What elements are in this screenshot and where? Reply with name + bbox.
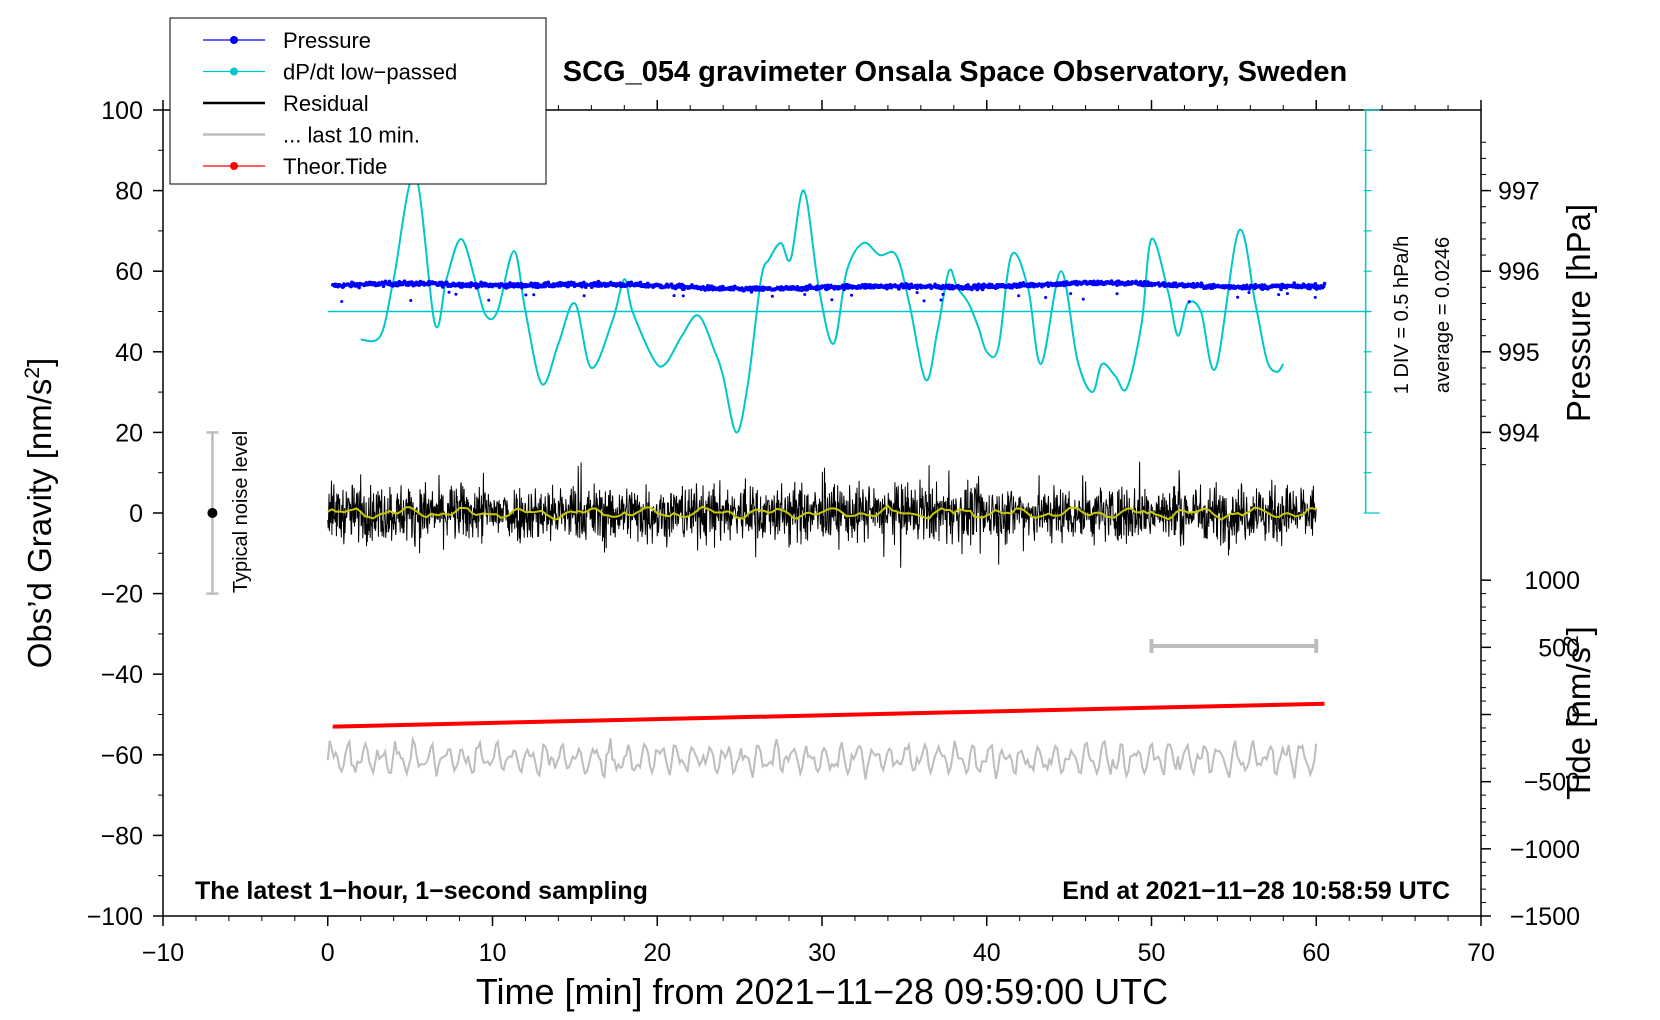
- y-tick-label: 80: [115, 178, 143, 206]
- legend: Pressure dP/dt low−passed Residual ... last…: [169, 17, 547, 185]
- dpdt-line: [360, 173, 1285, 434]
- y-axis-label-sup: 2: [21, 367, 44, 379]
- y-axis-label-pressure: Pressure [hPa]: [1560, 204, 1597, 422]
- y-tick-label: 20: [115, 419, 143, 447]
- pressure-tick-label: 996: [1498, 258, 1540, 286]
- chart-title: SCG_054 gravimeter Onsala Space Observat…: [563, 56, 1347, 88]
- x-tick-label: 60: [1302, 939, 1330, 967]
- tide-series: [332, 701, 1325, 729]
- pressure-tick-label: 995: [1498, 339, 1540, 367]
- dpdt-scale-label: 1 DIV = 0.5 hPa/h: [1391, 236, 1413, 394]
- y-tick-label: 40: [115, 339, 143, 367]
- legend-label: ... last 10 min.: [283, 123, 420, 148]
- x-tick-label: 30: [808, 939, 836, 967]
- pressure-tick-label: 994: [1498, 419, 1540, 447]
- x-tick-label: 0: [321, 939, 335, 967]
- y-tick-label: −20: [101, 581, 143, 609]
- legend-label: Pressure: [283, 28, 371, 53]
- tide-tick-label: −500: [1524, 769, 1580, 797]
- x-tick-label: 50: [1138, 939, 1166, 967]
- x-tick-label: −10: [142, 939, 184, 967]
- x-tick-label: 40: [973, 939, 1001, 967]
- chart-annotations: Typical noise level: [206, 431, 252, 595]
- pressure-tick-label: 997: [1498, 178, 1540, 206]
- y-tick-label: −40: [101, 661, 143, 689]
- tide-tick-label: 1000: [1524, 567, 1580, 595]
- annotation-end-time: End at 2021−11−28 10:58:59 UTC: [1062, 877, 1450, 905]
- tide-line: [332, 701, 1325, 729]
- residual-line: [327, 461, 1317, 568]
- annotation-sampling: The latest 1−hour, 1−second sampling: [195, 877, 648, 905]
- x-axis-label: Time [min] from 2021−11−28 09:59:00 UTC: [476, 971, 1168, 1012]
- y-tick-label: 100: [101, 97, 143, 125]
- last10-line: [326, 735, 1318, 780]
- legend-swatch-dot: [230, 67, 238, 76]
- dpdt-series: 1 DIV = 0.5 hPa/h average = 0.0246: [327, 109, 1454, 514]
- legend-label: Theor.Tide: [283, 154, 387, 179]
- legend-label: dP/dt low−passed: [283, 60, 457, 85]
- y-tick-label: 60: [115, 258, 143, 286]
- legend-label: Residual: [283, 91, 369, 116]
- y-tick-label: 0: [129, 500, 143, 528]
- pressure-points: [330, 279, 1327, 293]
- residual-smoothed-line: [327, 504, 1317, 521]
- noise-bar-label: Typical noise level: [230, 431, 252, 593]
- y-axis-label-end: ]: [21, 358, 58, 367]
- pressure-outliers: [340, 290, 1317, 304]
- y-tick-label: −80: [101, 822, 143, 850]
- x-tick-label: 70: [1467, 939, 1495, 967]
- legend-swatch-dot: [230, 162, 238, 170]
- axes: −10 0 10 20 30 40 50 60 70−100−80−60−40−20020406…: [87, 97, 1580, 967]
- y-axis-label-gravity: Obs’d Gravity [nm/s2]: [21, 358, 58, 669]
- dpdt-average-label: average = 0.0246: [1432, 237, 1454, 393]
- legend-box: [169, 17, 547, 185]
- tide-label-end: ]: [1560, 626, 1597, 635]
- legend-swatch-dot: [230, 36, 238, 44]
- tide-tick-label: 0: [1566, 702, 1580, 730]
- last10-series: [326, 638, 1319, 780]
- residual-series: [327, 461, 1317, 568]
- tide-label-text: Tide [nm/s: [1560, 647, 1597, 800]
- tide-label-sup: 2: [1560, 635, 1583, 647]
- tide-tick-label: −1500: [1510, 903, 1580, 931]
- tide-tick-label: 500: [1538, 634, 1580, 662]
- x-tick-label: 20: [643, 939, 671, 967]
- y-axis-label-text: Obs’d Gravity [nm/s: [21, 379, 58, 669]
- tide-tick-label: −1000: [1510, 836, 1580, 864]
- y-axis-label-tide: Tide [nm/s2]: [1560, 626, 1597, 800]
- x-tick-label: 10: [479, 939, 507, 967]
- y-tick-label: −60: [101, 742, 143, 770]
- y-tick-label: −100: [87, 903, 143, 931]
- pressure-series: [330, 279, 1327, 304]
- noise-bar-center-dot: [207, 508, 218, 518]
